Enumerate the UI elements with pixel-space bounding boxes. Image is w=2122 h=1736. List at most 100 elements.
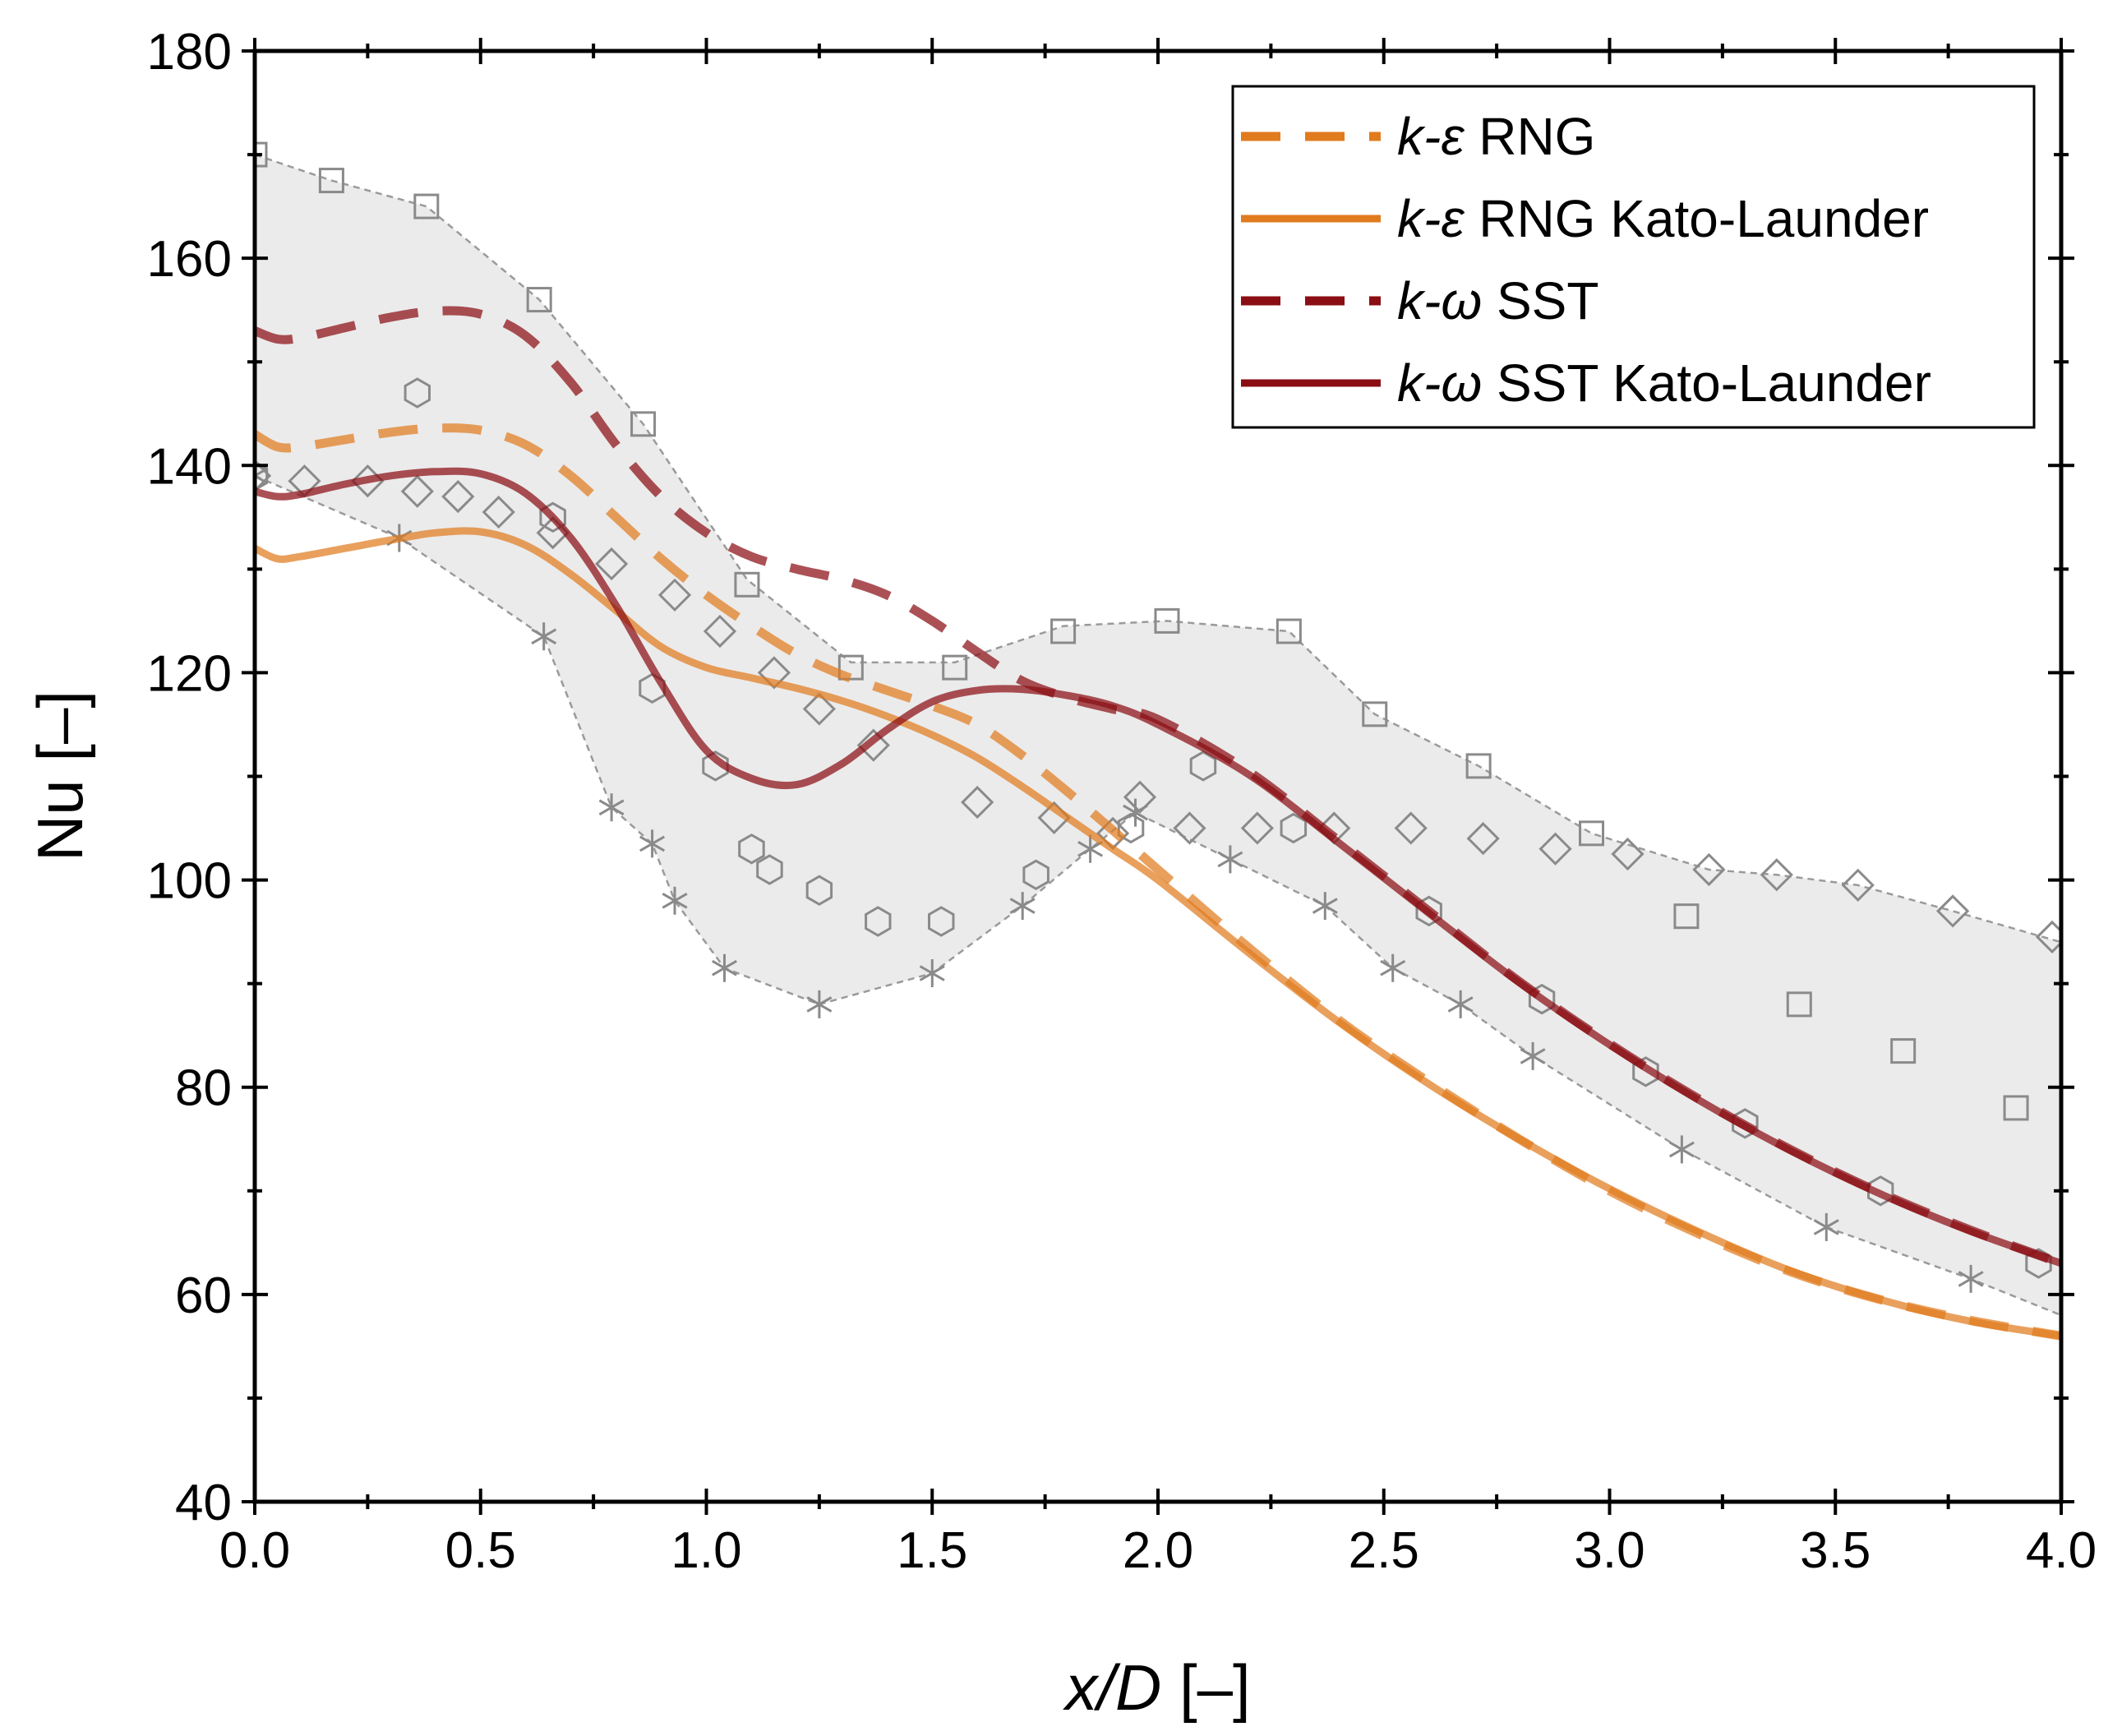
asterisk-marker <box>712 953 737 982</box>
hexagon-marker <box>1117 812 1145 844</box>
hexagon-marker <box>1632 1056 1659 1087</box>
asterisk-marker <box>1380 953 1406 982</box>
legend-label-kw-sst-kl: k-ω SST Kato-Launder <box>1397 353 1931 413</box>
diamond-marker <box>2035 920 2061 954</box>
band-lower-edge <box>255 474 2061 1317</box>
square-marker <box>1890 1038 1917 1064</box>
square-marker <box>2003 1095 2029 1121</box>
series-line-kw_sst_kl <box>255 467 2061 1267</box>
hexagon-marker <box>805 875 833 906</box>
diamond-marker <box>1123 780 1157 814</box>
x-tick-label: 1.0 <box>671 1522 741 1579</box>
y-axis-label: Nu [–] <box>24 690 96 861</box>
x-tick-label: 2.5 <box>1349 1522 1419 1579</box>
diamond-marker <box>802 692 836 726</box>
experimental-band <box>255 153 2061 1317</box>
legend-entry-kw-sst: k-ω SST <box>1241 271 1598 330</box>
hexagon-marker <box>756 854 783 885</box>
asterisk-marker <box>1217 845 1243 874</box>
x-tick-labels: 0.0 0.5 1.0 1.5 2.0 2.5 3.0 3.5 4.0 <box>219 1522 2097 1579</box>
diamond-marker <box>1760 858 1793 892</box>
y-tick-labels: 40 60 80 100 120 140 160 180 <box>147 24 232 1531</box>
square-marker <box>1154 607 1180 634</box>
legend-box <box>1231 85 2036 429</box>
diamond-marker <box>1173 811 1206 845</box>
asterisk-marker <box>598 793 625 822</box>
asterisk-marker <box>662 886 688 915</box>
x-axis-label-unit: [–] <box>1161 1651 1250 1724</box>
square-marker <box>942 654 968 681</box>
diamond-marker <box>1841 868 1875 902</box>
asterisk-marker <box>919 959 945 987</box>
diamond-marker <box>482 495 515 529</box>
asterisk-marker <box>1520 1041 1546 1070</box>
asterisk-marker <box>1958 1264 1984 1293</box>
y-tick-label: 60 <box>175 1267 232 1324</box>
band-fill <box>255 155 2061 1316</box>
band-upper-edge <box>255 153 2061 944</box>
y-tick-label: 40 <box>175 1475 232 1531</box>
square-marker <box>1579 820 1605 847</box>
hexagon-marker <box>404 377 431 409</box>
square-marker <box>1276 618 1302 644</box>
square-marker <box>837 654 864 681</box>
hexagon-marker <box>1022 859 1049 891</box>
diamond-marker <box>1538 832 1572 866</box>
square-marker <box>526 287 552 313</box>
legend-label-ke-rng: k-ε RNG <box>1397 107 1595 166</box>
asterisk-marker <box>255 461 268 490</box>
square-marker <box>318 168 344 194</box>
square-marker <box>1465 753 1492 779</box>
asterisk-marker <box>1123 798 1148 827</box>
diamond-marker <box>757 656 791 690</box>
x-tick-label: 0.5 <box>445 1522 516 1579</box>
square-marker <box>734 571 760 598</box>
square-marker <box>1673 903 1700 930</box>
y-tick-label: 180 <box>147 24 232 81</box>
diamond-marker <box>1466 822 1500 856</box>
diamond-marker <box>657 578 692 612</box>
x-axis-label: x/D [–] <box>1062 1651 1250 1724</box>
legend: k-ε RNG k-ε RNG Kato-Launder k-ω SST k-ω… <box>1231 85 2036 429</box>
y-tick-label: 160 <box>147 231 232 288</box>
series-line-ke_rng <box>255 423 2061 1341</box>
asterisk-marker <box>806 990 833 1018</box>
hexagon-marker <box>738 833 765 865</box>
square-marker <box>413 193 440 219</box>
legend-entry-kw-sst-kl: k-ω SST Kato-Launder <box>1241 353 1931 413</box>
asterisk-marker <box>1009 892 1036 921</box>
hexagon-marker <box>865 906 892 937</box>
y-tick-label: 120 <box>147 645 232 702</box>
asterisk-marker <box>1668 1135 1695 1164</box>
diamond-marker <box>400 474 434 508</box>
hexagon-marker <box>928 906 955 937</box>
asterisk-marker <box>531 622 557 651</box>
asterisk-marker <box>1813 1212 1839 1241</box>
square-marker <box>630 411 657 437</box>
x-axis-label-var: x/D <box>1062 1651 1161 1724</box>
legend-label-ke-rng-kl: k-ε RNG Kato-Launder <box>1397 189 1929 248</box>
diamond-marker <box>1611 837 1645 871</box>
hexagon-marker <box>1189 750 1217 782</box>
asterisk-marker <box>1447 990 1474 1018</box>
diamond-marker <box>441 479 475 514</box>
x-tick-label: 3.0 <box>1574 1522 1645 1579</box>
axis-ticks <box>242 38 2074 1515</box>
x-tick-label: 2.0 <box>1123 1522 1193 1579</box>
diamond-marker <box>594 547 629 581</box>
legend-entry-ke-rng: k-ε RNG <box>1241 107 1595 166</box>
series-lines <box>255 306 2061 1341</box>
square-marker <box>255 141 268 168</box>
diamond-marker <box>961 785 994 820</box>
legend-entry-ke-rng-kl: k-ε RNG Kato-Launder <box>1241 189 1929 248</box>
x-tick-label: 3.5 <box>1800 1522 1871 1579</box>
square-marker <box>1362 701 1388 727</box>
diamond-marker <box>703 614 737 649</box>
square-marker <box>1050 618 1077 644</box>
y-tick-label: 140 <box>147 438 232 495</box>
diamond-marker <box>1935 894 1970 928</box>
diamond-marker <box>1240 811 1275 845</box>
y-tick-label: 80 <box>175 1060 232 1117</box>
x-tick-label: 4.0 <box>2026 1522 2097 1579</box>
